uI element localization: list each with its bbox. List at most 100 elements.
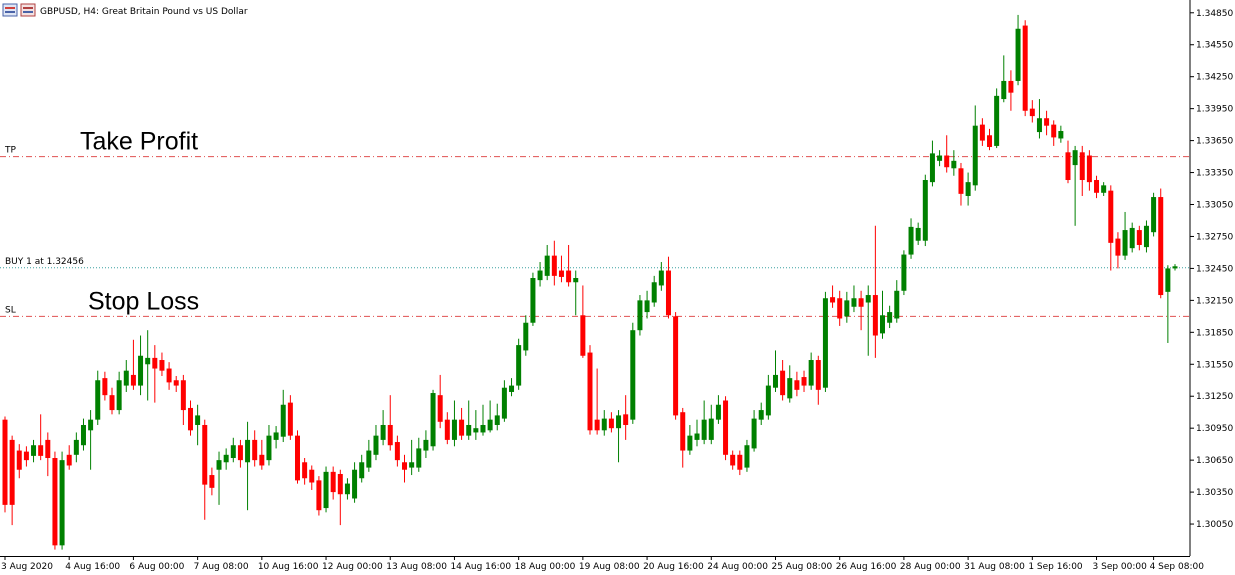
candle-body <box>209 475 215 488</box>
candle-body <box>1101 185 1107 193</box>
candle-body <box>130 374 136 386</box>
candle-body <box>80 424 86 446</box>
candle-body <box>794 380 800 390</box>
candle-body <box>394 442 400 461</box>
candle-body <box>509 385 515 392</box>
y-tick-label: 1.33350 <box>1196 169 1233 179</box>
candle-body <box>109 395 115 411</box>
candle-body <box>587 352 593 431</box>
candle-body <box>466 424 472 436</box>
candle-body <box>951 160 957 169</box>
y-tick-label: 1.34550 <box>1196 41 1233 51</box>
candle-body <box>52 458 58 546</box>
y-tick-label: 1.32750 <box>1196 232 1233 242</box>
candle-body <box>658 270 664 286</box>
candle-body <box>387 424 393 446</box>
candle-body <box>887 312 893 323</box>
candle-body <box>302 462 308 479</box>
level-label: BUY 1 at 1.32456 <box>5 257 84 267</box>
candle-body <box>473 428 479 433</box>
candle-body <box>651 282 657 303</box>
candle-body <box>430 393 436 447</box>
candle-body <box>1094 180 1100 193</box>
candle-body <box>1122 230 1128 256</box>
y-tick-label: 1.30650 <box>1196 456 1233 466</box>
candle-body <box>259 454 265 466</box>
x-tick-label: 19 Aug 08:00 <box>579 562 640 572</box>
candle-body <box>908 226 914 255</box>
candle-body <box>45 439 51 459</box>
candle-body <box>929 153 935 183</box>
y-tick-label: 1.30950 <box>1196 424 1233 434</box>
candle-body <box>815 360 821 390</box>
candle-body <box>173 380 179 386</box>
candle-body <box>102 378 108 396</box>
candle-body <box>544 255 550 276</box>
candle-body <box>673 316 679 416</box>
y-tick-label: 1.32150 <box>1196 296 1233 306</box>
candle-body <box>245 439 251 463</box>
candle-body <box>1108 190 1114 243</box>
x-tick-label: 20 Aug 16:00 <box>643 562 704 572</box>
candle-body <box>644 300 650 313</box>
candle-body <box>1158 197 1164 296</box>
x-tick-label: 26 Aug 16:00 <box>836 562 897 572</box>
candle-body <box>580 315 586 356</box>
x-tick-label: 4 Aug 16:00 <box>65 562 120 572</box>
candle-body <box>316 480 322 511</box>
candle-body <box>501 387 507 419</box>
candle-body <box>1001 80 1007 100</box>
candle-body <box>737 454 743 470</box>
x-tick-label: 10 Aug 16:00 <box>258 562 319 572</box>
x-tick-label: 7 Aug 08:00 <box>194 562 249 572</box>
candle-body <box>537 270 543 281</box>
candle-body <box>944 155 950 168</box>
candle-body <box>837 298 843 319</box>
y-tick-label: 1.31250 <box>1196 392 1233 402</box>
y-tick-label: 1.34850 <box>1196 9 1233 19</box>
candle-body <box>273 432 279 440</box>
candle-body <box>280 404 286 437</box>
candle-body <box>9 439 15 505</box>
candle-body <box>237 445 243 461</box>
candle-body <box>223 454 229 463</box>
candle-body <box>1079 152 1085 181</box>
candle-body <box>972 125 978 186</box>
candle-body <box>844 300 850 317</box>
candle-body <box>402 462 408 470</box>
candle-body <box>1065 152 1071 181</box>
x-tick-label: 24 Aug 00:00 <box>707 562 768 572</box>
candle-body <box>1008 80 1014 93</box>
candle-body <box>145 357 151 365</box>
candle-body <box>423 439 429 451</box>
candle-body <box>195 415 201 425</box>
y-tick-label: 1.31550 <box>1196 360 1233 370</box>
level-label: SL <box>5 305 16 315</box>
candle-body <box>1129 227 1135 249</box>
candle-body <box>359 462 365 479</box>
candle-body <box>380 424 386 440</box>
y-tick-label: 1.34250 <box>1196 73 1233 83</box>
x-tick-label: 25 Aug 08:00 <box>771 562 832 572</box>
candle-body <box>894 290 900 319</box>
candle-body <box>665 270 671 316</box>
x-tick-label: 3 Aug 2020 <box>1 562 53 572</box>
candle-body <box>494 415 500 425</box>
candle-body <box>765 385 771 416</box>
y-tick-label: 1.30350 <box>1196 488 1233 498</box>
candle-body <box>66 454 72 466</box>
candle-body <box>373 435 379 455</box>
y-tick-label: 1.33950 <box>1196 105 1233 115</box>
candle-body <box>38 445 44 456</box>
y-tick-label: 1.30050 <box>1196 520 1233 530</box>
candle-body <box>1051 124 1057 138</box>
candle-body <box>266 435 272 461</box>
x-tick-label: 31 Aug 08:00 <box>964 562 1025 572</box>
candle-body <box>551 255 557 276</box>
x-tick-label: 14 Aug 16:00 <box>450 562 511 572</box>
annotation: Take Profit <box>80 128 198 156</box>
candle-body <box>872 295 878 336</box>
candle-body <box>558 270 564 277</box>
candle-body <box>858 298 864 307</box>
